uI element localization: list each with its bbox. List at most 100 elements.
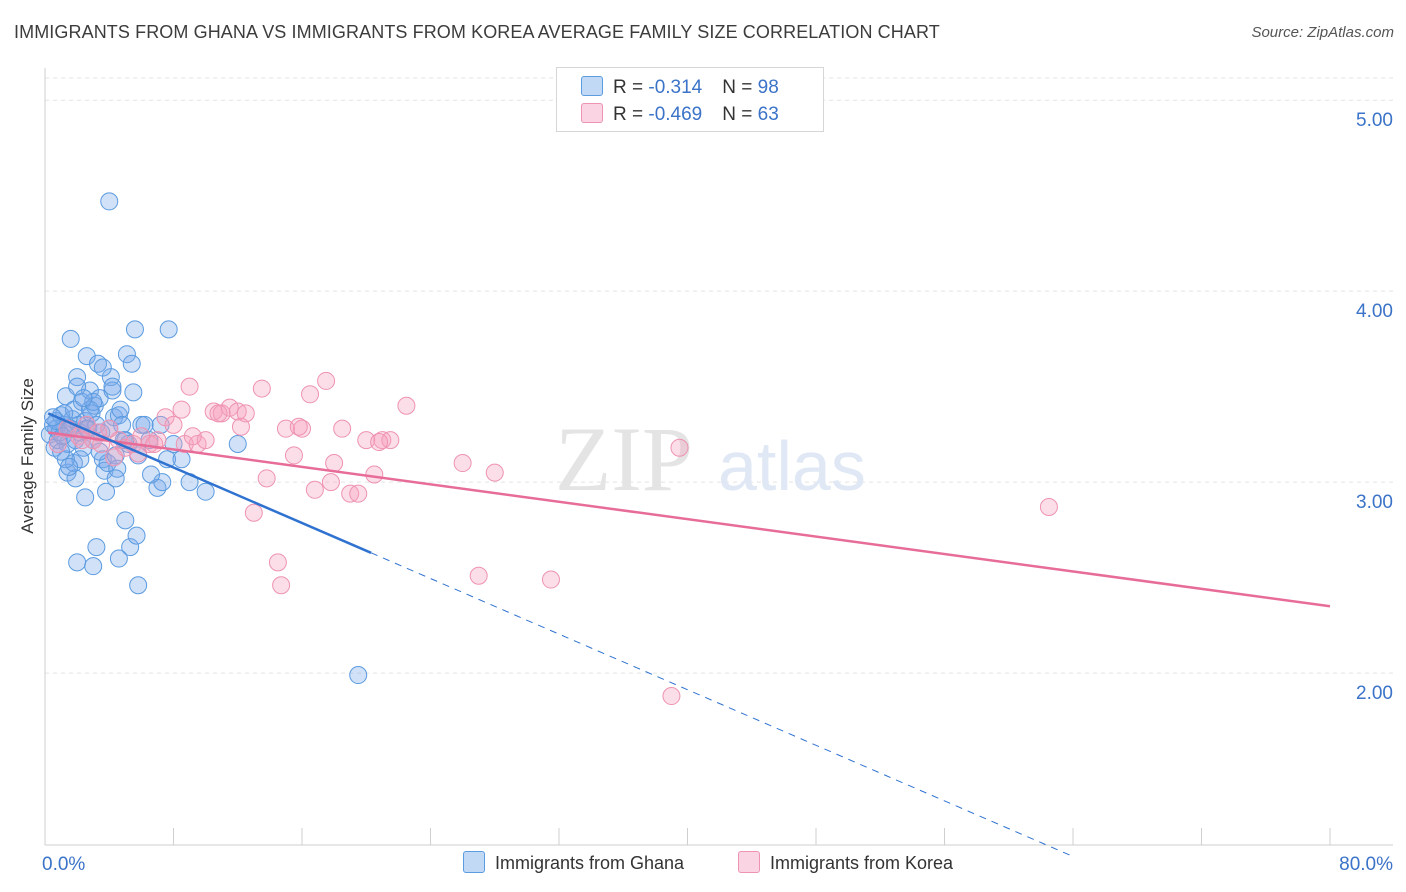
ghana-point — [109, 549, 128, 568]
korea-point — [305, 480, 324, 499]
legend-r-label-ghana: R = — [613, 77, 649, 98]
legend-n-label-korea: N = — [722, 104, 758, 125]
korea-point — [381, 431, 400, 450]
korea-point — [180, 377, 199, 396]
ghana-point — [74, 389, 93, 408]
ghana-point — [76, 488, 95, 507]
ghana-point — [68, 553, 87, 572]
korea-point — [469, 566, 488, 585]
y-tick-label: 4.00 — [1356, 301, 1393, 322]
ghana-point — [124, 383, 143, 402]
ghana-point — [87, 538, 106, 557]
ghana-point — [172, 450, 191, 469]
korea-point — [231, 417, 250, 436]
ghana-trend-line — [47, 412, 372, 554]
stats-legend: R = -0.314 N = 98 R = -0.469 N = 63 — [556, 67, 824, 132]
bottom-legend-swatch-ghana — [463, 851, 485, 873]
y-tick-label: 2.00 — [1356, 683, 1393, 704]
korea-point — [183, 427, 202, 446]
ghana-point — [349, 666, 368, 685]
bottom-legend-korea: Immigrants from Korea — [738, 851, 953, 874]
korea-point — [293, 419, 311, 438]
ghana-point — [135, 415, 154, 434]
ghana-point — [68, 377, 87, 396]
korea-point — [485, 463, 504, 482]
bottom-legend-ghana: Immigrants from Ghana — [463, 851, 684, 874]
ghana-point — [84, 392, 103, 411]
ghana-point — [84, 557, 103, 576]
ghana-point — [100, 192, 119, 211]
korea-point — [272, 576, 291, 595]
legend-n-label-ghana: N = — [722, 77, 758, 98]
legend-r-value-korea: -0.469 — [648, 104, 703, 125]
legend-n-value-korea: 63 — [757, 104, 779, 125]
korea-point — [209, 404, 228, 423]
ghana-point — [125, 320, 144, 339]
watermark-zip: ZIP — [555, 408, 693, 510]
korea-point — [301, 385, 320, 404]
korea-points — [48, 371, 1058, 706]
korea-point — [662, 687, 681, 706]
korea-point — [268, 553, 287, 572]
legend-swatch-ghana — [581, 76, 603, 96]
korea-point — [244, 503, 263, 522]
korea-point — [370, 433, 389, 452]
korea-point — [72, 431, 91, 450]
korea-point — [670, 438, 689, 457]
chart-title: IMMIGRANTS FROM GHANA VS IMMIGRANTS FROM… — [14, 22, 940, 42]
ghana-point — [159, 320, 178, 339]
ghana-point — [228, 434, 247, 453]
korea-trend-line — [48, 431, 1331, 608]
ghana-point — [66, 469, 85, 488]
korea-point — [325, 454, 344, 473]
korea-point — [172, 400, 191, 419]
korea-point — [145, 434, 164, 453]
ghana-point — [61, 329, 80, 348]
ghana-trend-extension — [370, 552, 1074, 857]
ghana-point — [196, 482, 215, 501]
ghana-point — [108, 459, 127, 478]
legend-row-ghana: R = -0.314 N = 98 — [581, 76, 779, 98]
axes — [44, 68, 1393, 846]
legend-swatch-korea — [581, 103, 603, 123]
ghana-point — [60, 457, 79, 476]
ghana-point — [117, 345, 136, 364]
korea-point — [333, 419, 352, 438]
x-tick-label-max: 80.0% — [1339, 854, 1393, 875]
ghana-point — [97, 482, 116, 501]
korea-point — [321, 473, 340, 492]
ghana-point — [111, 400, 130, 419]
y-tick-label: 3.00 — [1356, 492, 1393, 513]
source-label: Source: ZipAtlas.com — [1251, 24, 1394, 41]
ghana-point — [142, 465, 161, 484]
ghana-point — [129, 576, 148, 595]
korea-point — [453, 454, 472, 473]
ghana-point — [93, 358, 112, 377]
legend-r-value-ghana: -0.314 — [648, 77, 703, 98]
korea-point — [317, 371, 336, 390]
tick-labels: 2.00 3.00 4.00 5.00 0.0% 80.0% — [42, 110, 1393, 875]
gridlines — [45, 77, 1393, 674]
korea-point — [252, 379, 271, 398]
korea-point — [365, 465, 384, 484]
bottom-legend-swatch-korea — [738, 851, 760, 873]
legend-n-value-ghana: 98 — [757, 77, 779, 98]
legend-r-label-korea: R = — [613, 104, 649, 125]
ghana-point — [103, 381, 122, 400]
legend-row-korea: R = -0.469 N = 63 — [581, 103, 779, 125]
ghana-point — [106, 469, 125, 488]
y-tick-label: 5.00 — [1356, 110, 1393, 131]
ghana-point — [68, 368, 87, 387]
ghana-point — [122, 354, 141, 373]
korea-point — [349, 484, 368, 503]
ghana-point — [121, 538, 140, 557]
ghana-point — [103, 377, 122, 396]
ghana-point — [127, 526, 146, 545]
korea-point — [164, 415, 183, 434]
ghana-point — [116, 511, 135, 530]
korea-point — [105, 448, 124, 467]
korea-point — [289, 417, 308, 436]
bottom-legend-label-korea: Immigrants from Korea — [770, 853, 954, 873]
korea-point — [1039, 497, 1058, 516]
